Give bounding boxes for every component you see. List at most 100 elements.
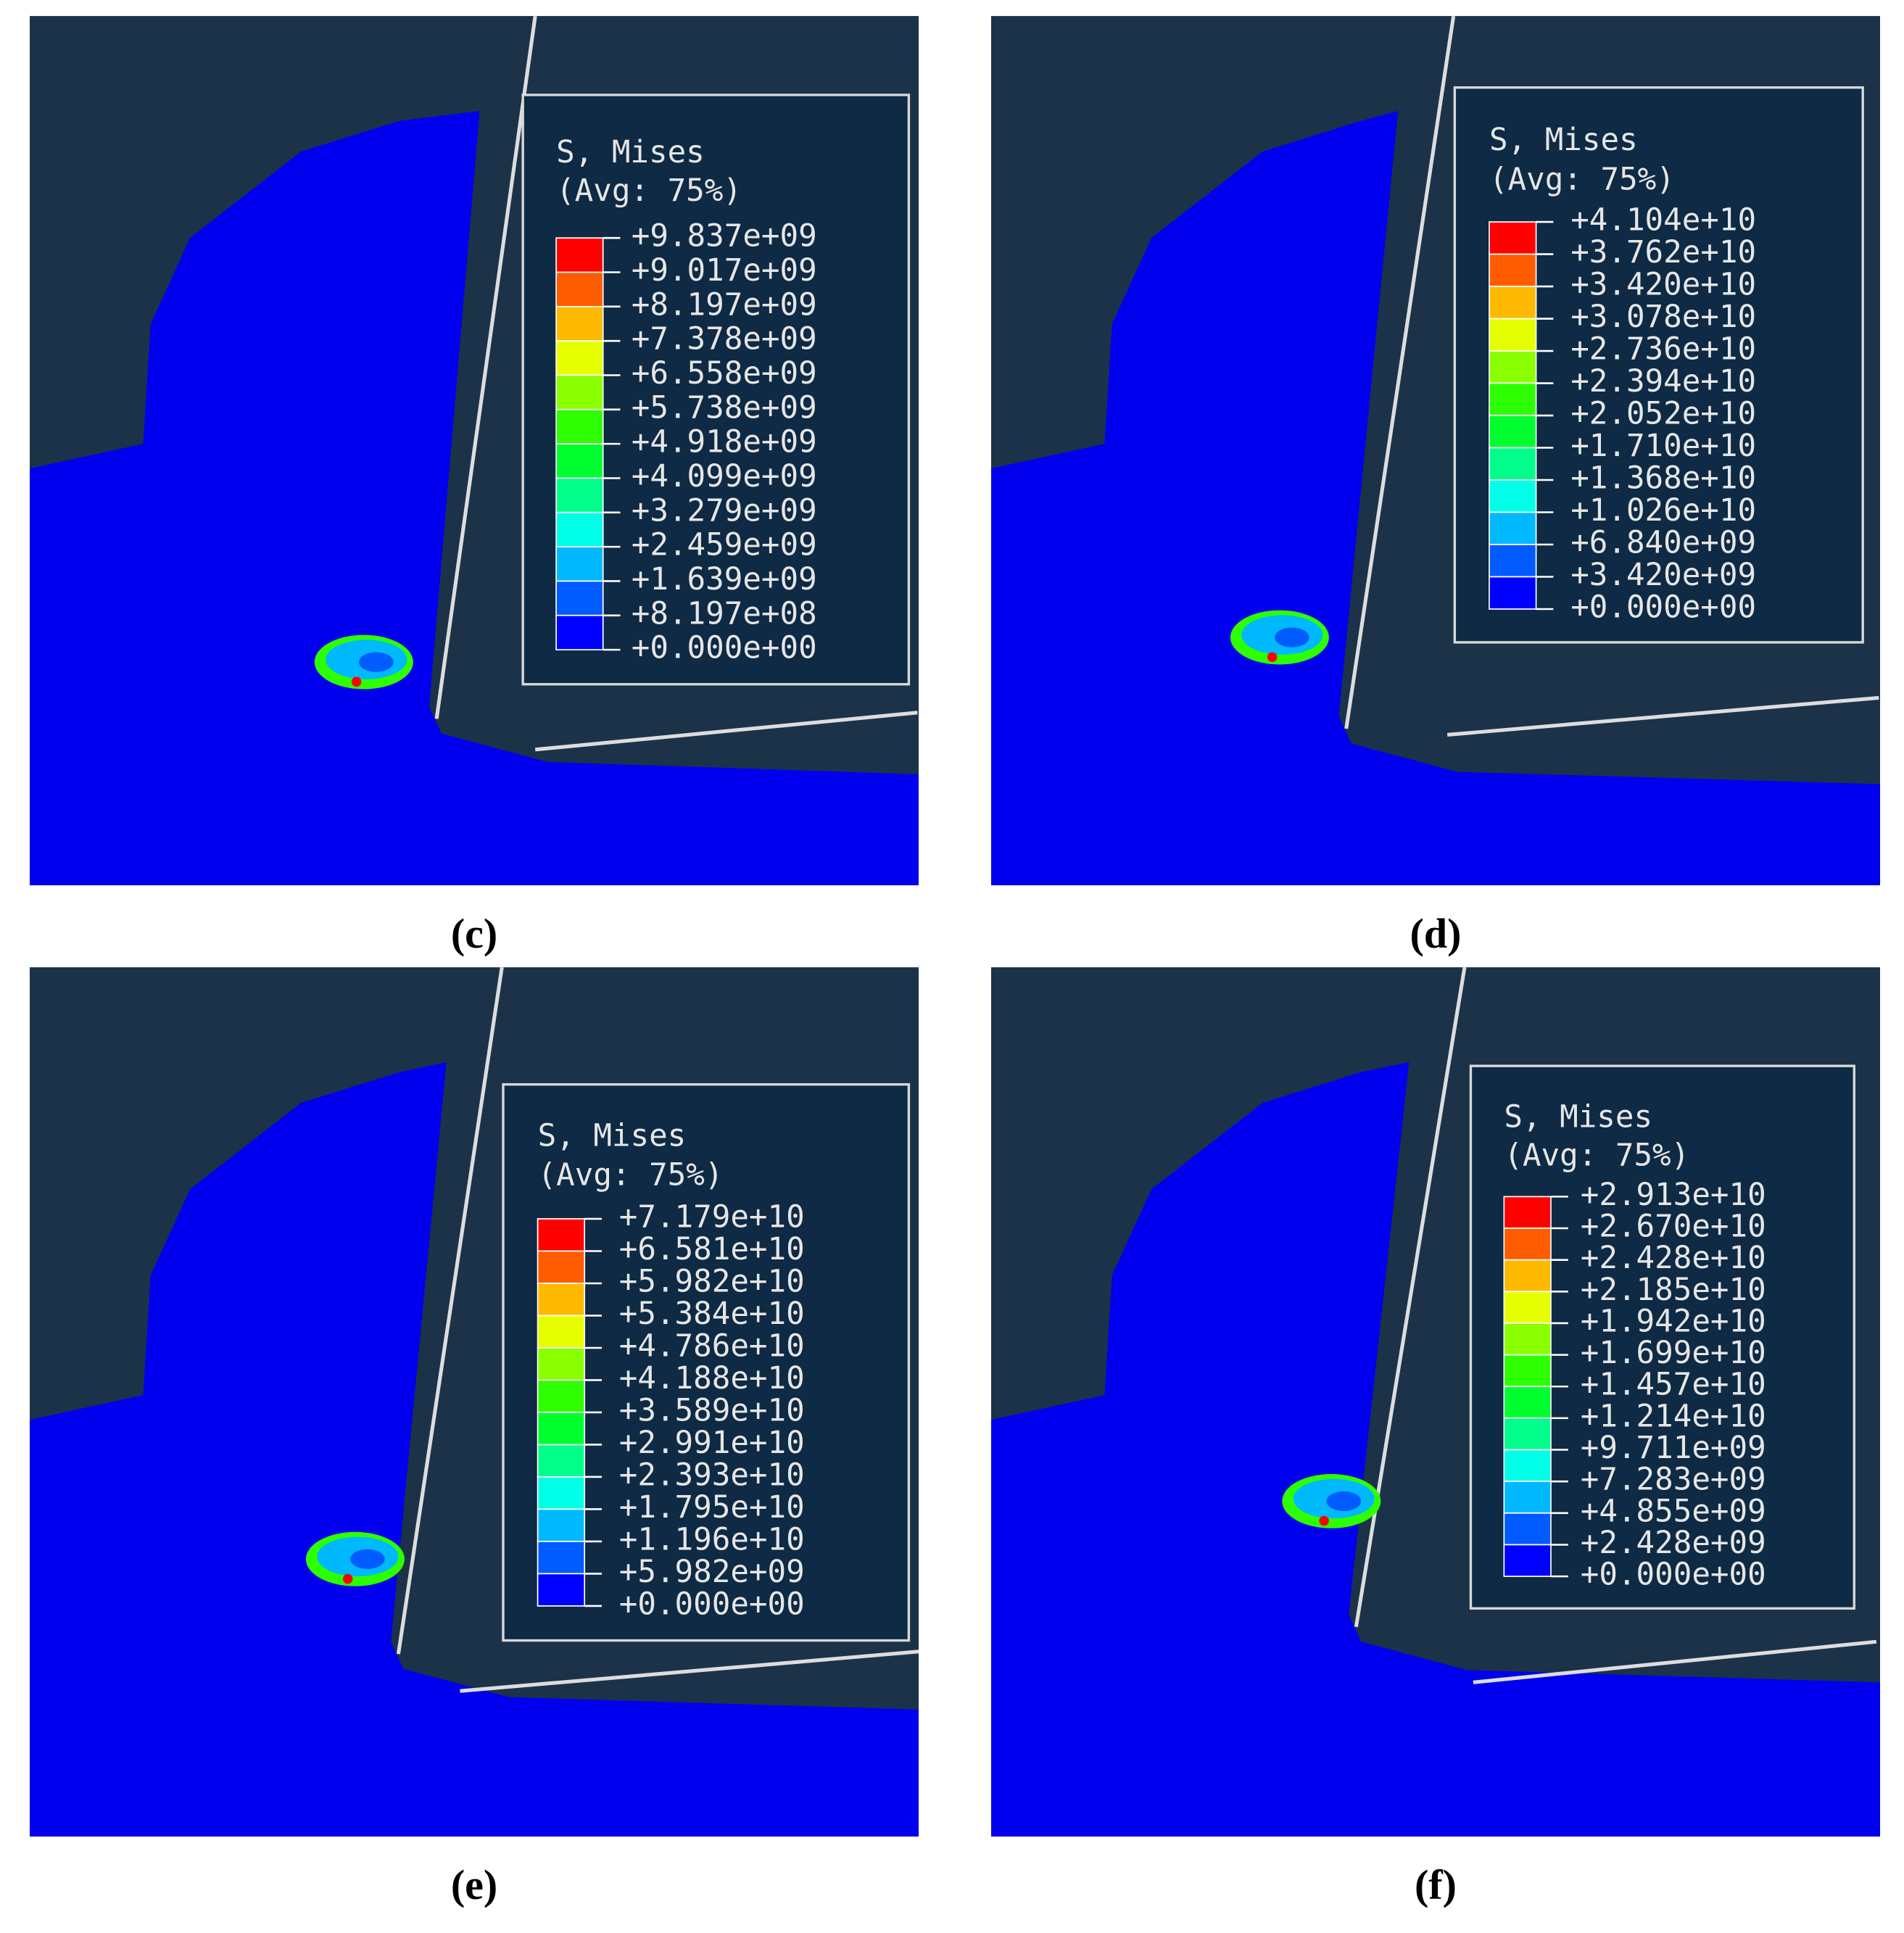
legend-swatch	[537, 1541, 586, 1575]
legend-value: +8.197e+09	[632, 287, 817, 323]
legend-swatch	[555, 237, 604, 273]
legend-swatch	[555, 271, 604, 307]
legend-value: +9.837e+09	[632, 219, 817, 254]
legend-value: +5.982e+09	[619, 1555, 805, 1590]
legend-swatch	[537, 1444, 586, 1478]
legend-swatch	[1503, 1417, 1552, 1451]
panel-label: (e)	[450, 1861, 498, 1908]
legend-title: S, Mises	[556, 135, 705, 170]
legend-swatch	[1503, 1323, 1552, 1356]
legend-value: +1.699e+10	[1581, 1336, 1766, 1371]
legend-swatch	[537, 1315, 586, 1349]
legend-value: +4.855e+09	[1581, 1494, 1766, 1529]
chip-hotspot	[1267, 652, 1278, 663]
legend-value: +3.762e+10	[1570, 235, 1756, 270]
legend-swatch	[1503, 1354, 1552, 1388]
legend-swatch	[1503, 1544, 1552, 1577]
legend-swatch	[555, 374, 604, 410]
legend-swatch	[555, 511, 604, 547]
legend-swatch	[555, 614, 604, 650]
panel-label: (f)	[1415, 1861, 1457, 1908]
legend-swatch	[1489, 511, 1537, 545]
legend-swatch	[537, 1218, 586, 1252]
legend-value: +2.913e+10	[1581, 1177, 1766, 1213]
legend-value: +4.104e+10	[1570, 203, 1756, 239]
legend-value: +0.000e+00	[1570, 590, 1756, 626]
legend-swatch	[1489, 479, 1537, 513]
chip-hotspot	[342, 1573, 353, 1584]
legend-value: +1.214e+10	[1581, 1399, 1766, 1434]
legend-value: +9.711e+09	[1581, 1431, 1766, 1466]
legend-value: +6.840e+09	[1570, 526, 1756, 561]
legend-swatch	[555, 546, 604, 582]
legend-value: +1.457e+10	[1581, 1367, 1766, 1403]
legend-swatch	[1489, 286, 1537, 320]
legend-swatch	[1489, 576, 1537, 610]
legend-value: +5.384e+10	[619, 1296, 805, 1332]
legend-subtitle: (Avg: 75%)	[556, 173, 742, 209]
legend-swatch	[537, 1573, 586, 1607]
legend-subtitle: (Avg: 75%)	[538, 1158, 724, 1193]
legend-swatch	[1489, 544, 1537, 578]
legend-value: +2.991e+10	[619, 1425, 805, 1461]
legend-swatch	[1489, 447, 1537, 481]
legend-swatch	[1503, 1512, 1552, 1546]
legend-value: +1.026e+10	[1570, 493, 1756, 529]
tool-edge	[1354, 967, 1467, 1628]
legend-value: +1.710e+10	[1570, 429, 1756, 464]
simulation-panel: S, Mises(Avg: 75%)+2.913e+10+2.670e+10+2…	[991, 967, 1880, 1837]
legend-value: +4.918e+09	[632, 425, 817, 460]
legend-value: +2.393e+10	[619, 1457, 805, 1493]
workpiece	[991, 1062, 1880, 1837]
legend-swatch	[1503, 1449, 1552, 1483]
legend-value: +0.000e+00	[619, 1586, 805, 1622]
legend-value: +2.459e+09	[632, 528, 817, 563]
legend-swatch	[537, 1508, 586, 1542]
legend-swatch	[1503, 1386, 1552, 1419]
legend-value: +7.378e+09	[632, 322, 817, 357]
legend-swatch	[1489, 382, 1537, 416]
legend-value: +3.420e+09	[1570, 558, 1756, 593]
legend-value: +2.052e+10	[1570, 397, 1756, 432]
legend-subtitle: (Avg: 75%)	[1504, 1138, 1689, 1173]
simulation-panel: S, Mises(Avg: 75%)+7.179e+10+6.581e+10+5…	[30, 967, 919, 1837]
legend-swatch	[555, 443, 604, 479]
legend-value: +3.589e+10	[619, 1393, 805, 1428]
legend-swatch	[1503, 1291, 1552, 1324]
tool-edge	[1344, 16, 1456, 729]
legend-swatch	[1503, 1228, 1552, 1261]
legend-swatch	[1489, 350, 1537, 384]
legend-value: +9.017e+09	[632, 253, 817, 289]
workpiece	[30, 1062, 919, 1837]
legend-title: S, Mises	[1504, 1100, 1652, 1135]
legend-swatch	[537, 1379, 586, 1413]
chip-hotspot	[1319, 1515, 1329, 1526]
legend-value: +7.283e+09	[1581, 1462, 1766, 1498]
workpiece	[991, 111, 1880, 885]
chip	[1326, 1491, 1362, 1511]
legend-title: S, Mises	[1489, 123, 1638, 158]
legend-value: +1.639e+09	[632, 562, 817, 597]
simulation-panel: S, Mises(Avg: 75%)+4.104e+10+3.762e+10+3…	[991, 16, 1880, 885]
legend-swatch	[537, 1476, 586, 1510]
chip	[1275, 627, 1309, 647]
chip	[350, 1549, 385, 1569]
tool-edge	[1473, 1639, 1877, 1684]
legend-swatch	[537, 1412, 586, 1446]
legend-swatch	[1503, 1481, 1552, 1514]
legend-value: +1.795e+10	[619, 1490, 805, 1526]
tool-edge	[434, 16, 537, 719]
legend-swatch	[537, 1250, 586, 1284]
legend-value: +2.670e+10	[1581, 1209, 1766, 1245]
legend-value: +8.197e+08	[632, 596, 817, 632]
legend-value: +2.394e+10	[1570, 364, 1756, 400]
legend-value: +3.420e+10	[1570, 268, 1756, 303]
legend-value: +1.368e+10	[1570, 461, 1756, 497]
tool-edge	[396, 967, 504, 1655]
legend-value: +0.000e+00	[1581, 1557, 1766, 1593]
legend-swatch	[1489, 318, 1537, 352]
legend-value: +3.279e+09	[632, 493, 817, 529]
legend-value: +0.000e+00	[632, 631, 817, 666]
legend-title: S, Mises	[538, 1118, 687, 1154]
